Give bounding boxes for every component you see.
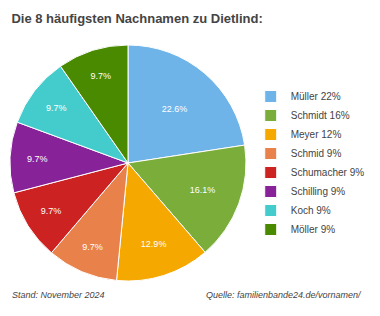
svg-text:9.7%: 9.7%	[46, 103, 67, 113]
svg-text:16.1%: 16.1%	[190, 185, 216, 195]
svg-text:Schumacher 9%: Schumacher 9%	[291, 167, 364, 178]
svg-text:9.7%: 9.7%	[27, 154, 48, 164]
svg-text:Müller 22%: Müller 22%	[291, 91, 341, 102]
svg-text:12.9%: 12.9%	[141, 239, 167, 249]
svg-text:Koch 9%: Koch 9%	[291, 205, 331, 216]
svg-text:9.7%: 9.7%	[91, 71, 112, 81]
svg-text:Schmidt 16%: Schmidt 16%	[291, 110, 350, 121]
svg-text:9.7%: 9.7%	[82, 242, 103, 252]
svg-text:9.7%: 9.7%	[41, 206, 62, 216]
svg-text:Schilling 9%: Schilling 9%	[291, 186, 346, 197]
svg-text:Möller 9%: Möller 9%	[291, 224, 336, 235]
svg-text:Stand: November 2024: Stand: November 2024	[12, 290, 105, 300]
svg-text:Meyer 12%: Meyer 12%	[291, 129, 342, 140]
svg-text:Quelle: familienbande24.de/vor: Quelle: familienbande24.de/vornamen/	[206, 290, 362, 300]
svg-text:22.6%: 22.6%	[162, 104, 188, 114]
svg-text:Schmid 9%: Schmid 9%	[291, 148, 342, 159]
svg-text:Die 8 häufigsten Nachnamen zu: Die 8 häufigsten Nachnamen zu Dietlind:	[11, 11, 262, 26]
